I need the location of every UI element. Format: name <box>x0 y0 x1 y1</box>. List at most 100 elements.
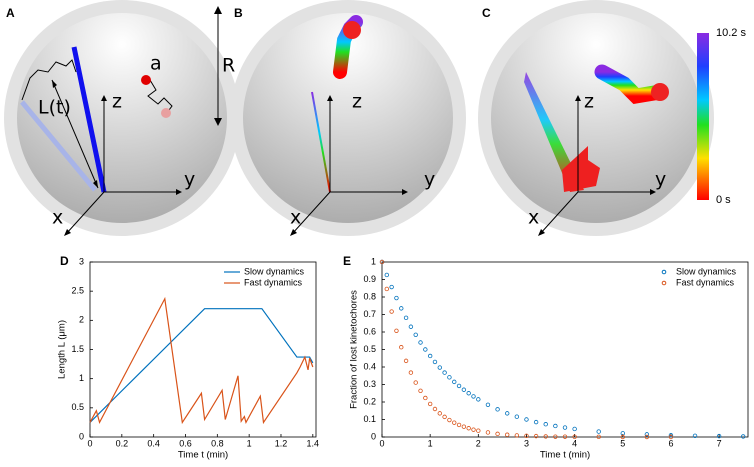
x-tick-label: 0.2 <box>116 438 129 448</box>
axis-label: z <box>352 91 362 113</box>
point <box>620 434 625 440</box>
y-tick-label: 0.9 <box>363 274 376 284</box>
point <box>408 324 414 329</box>
legend-label: Fast dynamics <box>244 277 303 287</box>
point <box>644 434 650 440</box>
point <box>596 429 601 434</box>
point <box>452 420 457 425</box>
point <box>379 259 385 265</box>
sphere-inner <box>491 13 701 223</box>
point <box>644 432 650 437</box>
y-tick-label: 0.1 <box>363 414 376 424</box>
sphere-inner <box>17 13 227 223</box>
sphere-inner <box>243 13 453 223</box>
point <box>543 434 548 439</box>
point <box>668 433 674 438</box>
panel-c: C z y x <box>478 0 714 236</box>
point <box>476 397 481 402</box>
point <box>423 347 428 352</box>
y-axis-title: Fraction of lost kinetochores <box>349 290 360 409</box>
spindle <box>311 91 331 193</box>
point <box>427 353 433 359</box>
point <box>442 414 447 420</box>
kinetochore-ghost <box>161 108 171 118</box>
point <box>452 379 457 385</box>
y-tick-label: 0.8 <box>363 291 376 301</box>
kinetochore <box>343 21 361 39</box>
kinetochore <box>651 83 669 101</box>
x-tick-label: 1 <box>428 438 433 448</box>
point <box>562 425 568 430</box>
colorbar-label: 0 s <box>716 194 731 206</box>
point <box>447 375 452 380</box>
panel-label: C <box>482 6 491 20</box>
point <box>514 433 520 438</box>
colorbar-label: 10.2 s <box>716 27 746 39</box>
point <box>413 332 418 337</box>
legend-label: Slow dynamics <box>676 266 737 276</box>
y-tick-label: 0.2 <box>363 396 376 406</box>
point <box>495 407 500 412</box>
point <box>596 434 601 440</box>
point <box>389 284 394 290</box>
axis-label: x <box>52 207 63 229</box>
point <box>437 411 442 416</box>
point <box>461 387 467 392</box>
point <box>466 426 471 431</box>
point <box>403 315 409 321</box>
x-tick-label: 6 <box>668 438 673 448</box>
point <box>466 391 471 396</box>
label: a <box>150 53 162 75</box>
point <box>692 433 698 438</box>
panel-label: B <box>234 6 243 20</box>
point <box>399 306 404 311</box>
label: R <box>222 55 235 77</box>
x-tick-label: 1 <box>247 438 252 448</box>
point <box>461 424 467 429</box>
panel-label: D <box>60 254 69 268</box>
y-tick-label: 3 <box>79 256 84 266</box>
y-tick-label: 1 <box>371 256 376 266</box>
point <box>553 423 558 429</box>
point <box>562 434 568 439</box>
kinetochore <box>141 75 151 85</box>
point <box>408 370 414 375</box>
panel-a: A a R L(t) z y x <box>4 0 240 236</box>
length-arrow <box>51 79 99 189</box>
point <box>505 432 510 437</box>
point <box>524 417 529 422</box>
point <box>437 365 442 370</box>
axes <box>65 98 178 235</box>
spindle-sweep <box>524 72 584 192</box>
point <box>485 402 491 407</box>
legend-swatch <box>661 280 667 286</box>
point <box>427 401 433 407</box>
colorbar <box>697 33 709 200</box>
line <box>89 296 314 425</box>
point <box>533 433 539 439</box>
spindle-pole <box>562 146 600 192</box>
point <box>418 340 423 345</box>
point <box>418 388 423 393</box>
point <box>740 434 746 439</box>
point <box>456 422 462 428</box>
point <box>384 272 390 278</box>
point <box>471 427 476 432</box>
point <box>572 434 577 440</box>
point <box>456 383 462 389</box>
point <box>423 395 428 401</box>
x-tick-label: 0.4 <box>147 438 160 448</box>
x-tick-label: 5 <box>620 438 625 448</box>
point <box>553 434 558 439</box>
y-tick-label: 0 <box>371 431 376 441</box>
point <box>399 345 404 350</box>
y-tick-label: 0.3 <box>363 379 376 389</box>
point <box>514 414 520 419</box>
x-tick-label: 0.8 <box>211 438 224 448</box>
y-tick-label: 1.5 <box>71 344 84 354</box>
x-axis-title: Time t (min) <box>178 450 228 461</box>
axes <box>539 98 652 235</box>
label: L(t) <box>38 97 71 119</box>
point <box>447 417 452 423</box>
